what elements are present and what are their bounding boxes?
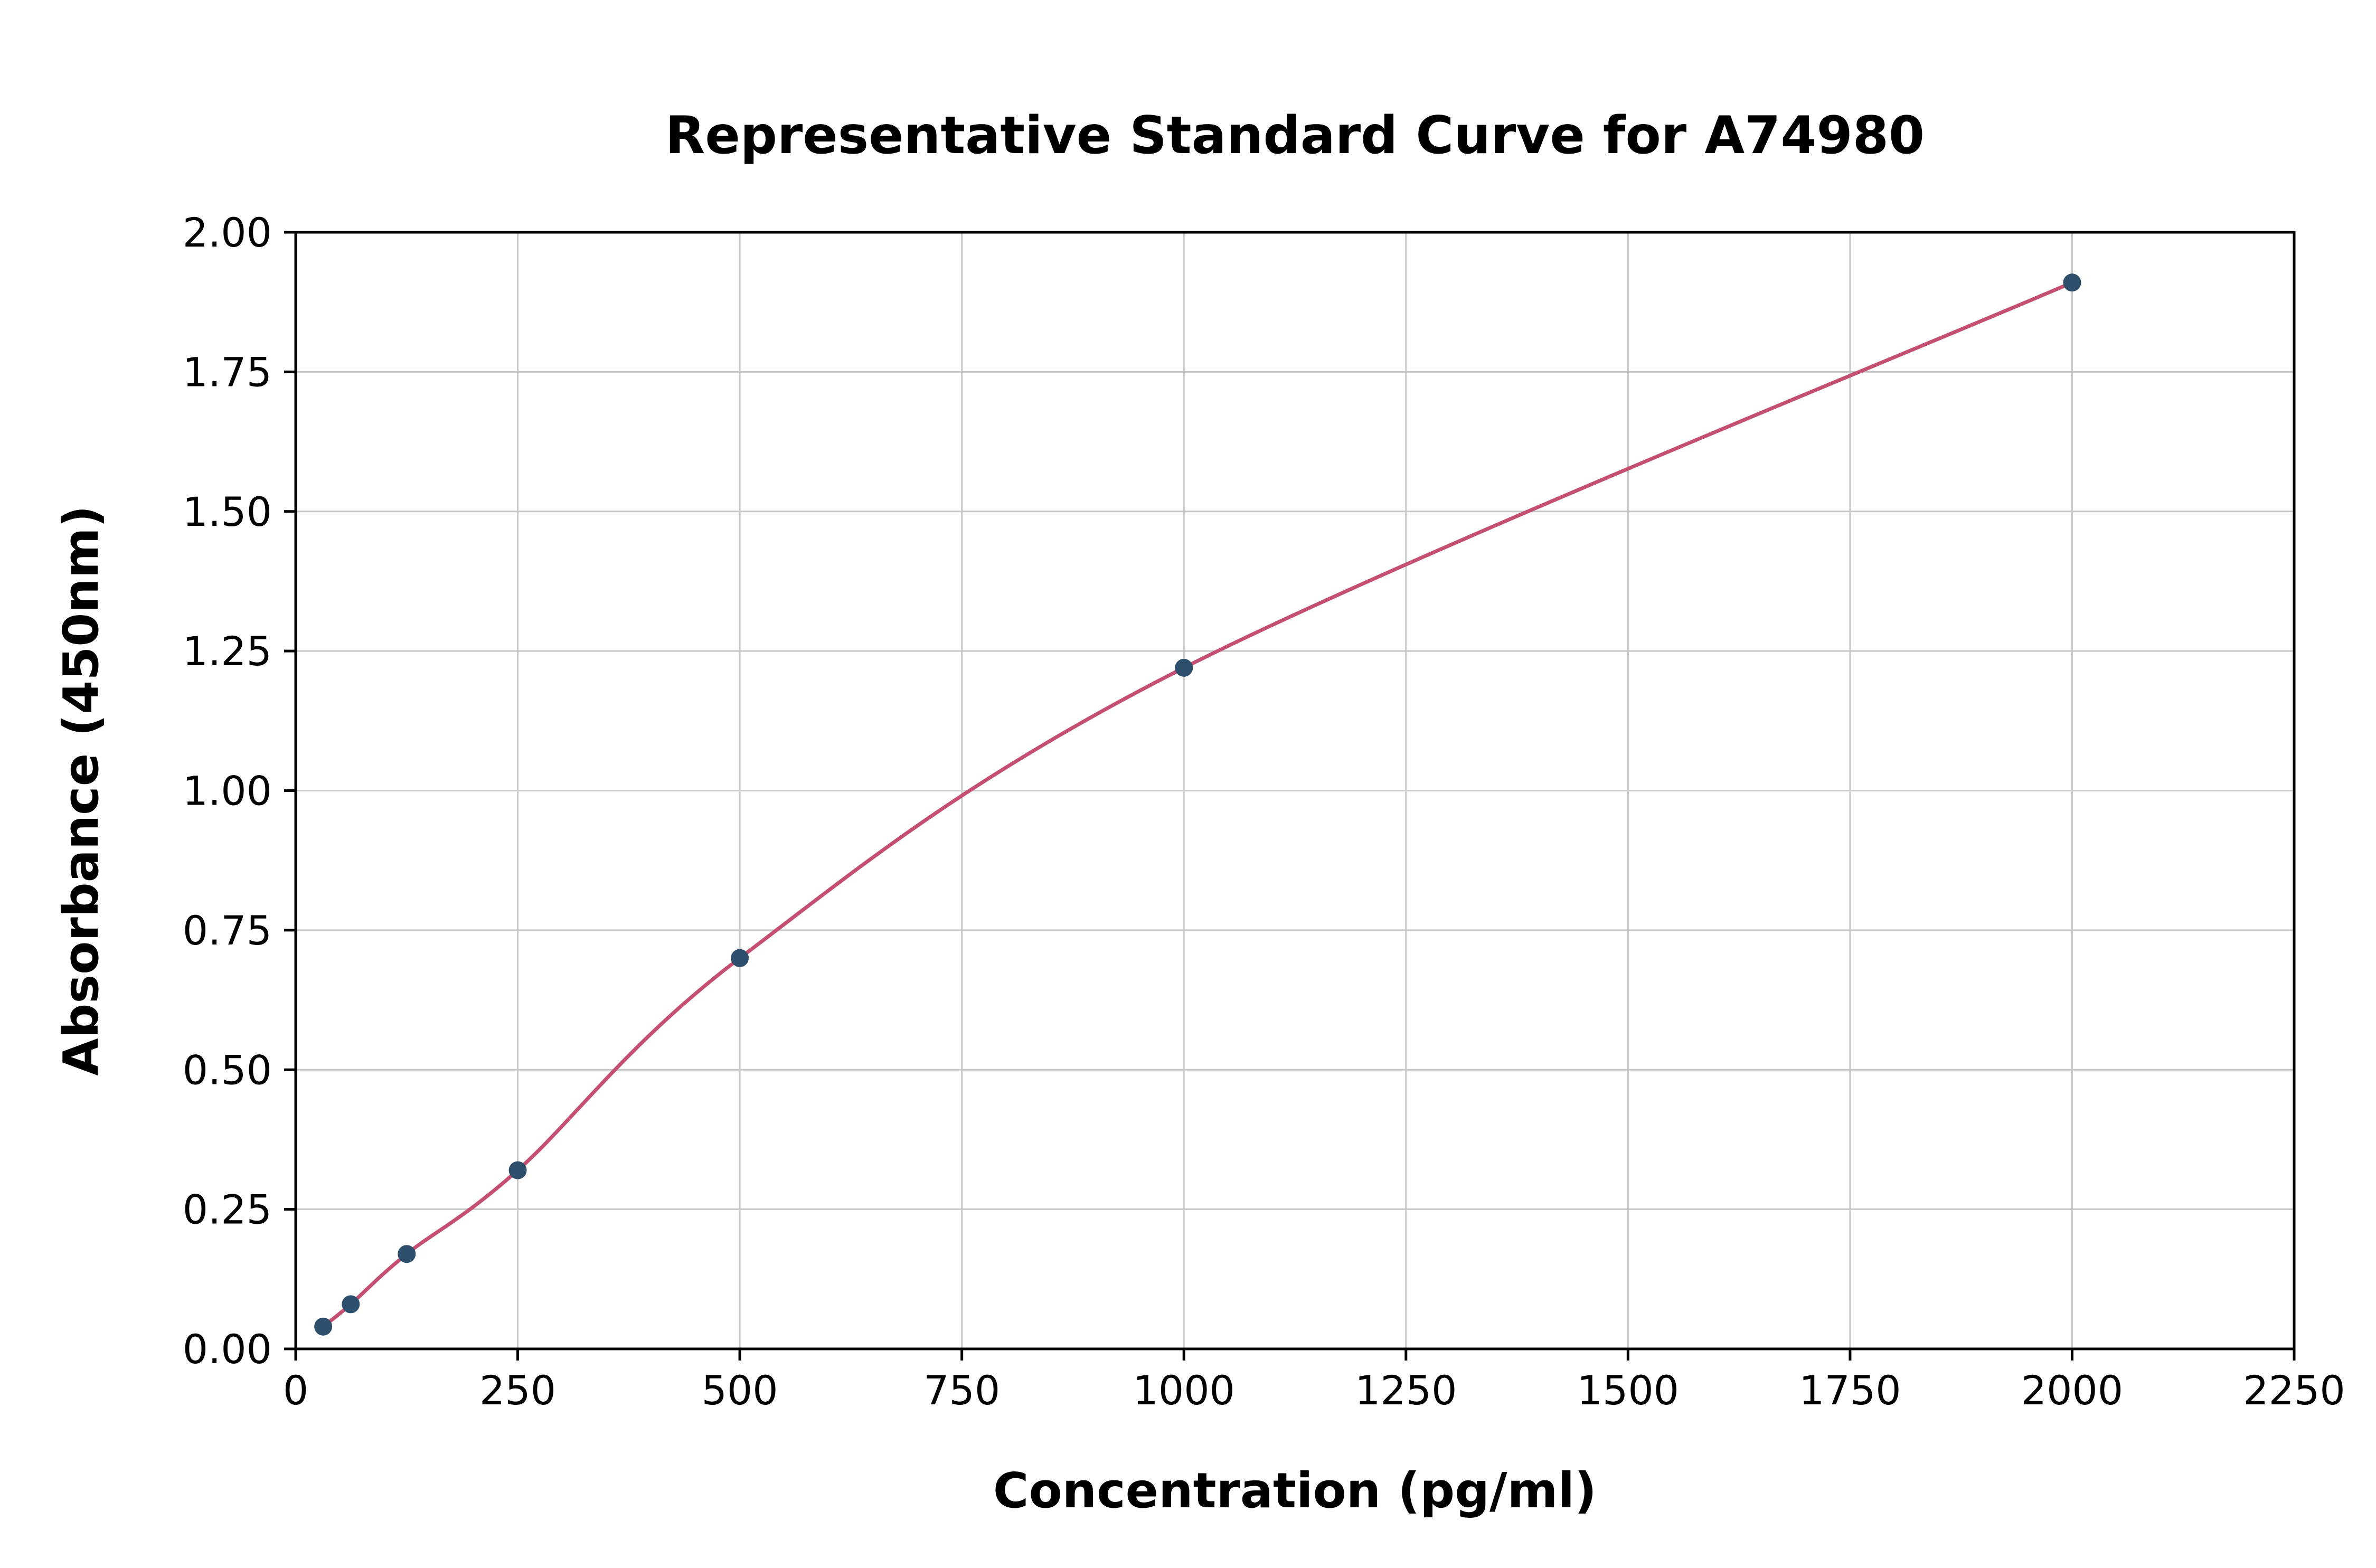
y-tick-label: 0.75 <box>183 907 272 954</box>
data-point <box>2063 273 2081 292</box>
x-tick-label: 2000 <box>2021 1367 2123 1414</box>
x-tick-label: 500 <box>702 1367 778 1414</box>
data-point <box>314 1317 333 1336</box>
tick-labels: 0 250 500 750 1000 1250 1500 1750 2000 2250 0.00 0.… <box>183 209 2345 1414</box>
x-tick-label: 0 <box>283 1367 308 1414</box>
grid <box>295 231 2295 1350</box>
chart-title: Representative Standard Curve for A74980 <box>665 106 1925 166</box>
y-tick-label: 1.00 <box>183 768 272 815</box>
y-tick-label: 1.75 <box>183 348 272 395</box>
axis-ticks <box>284 231 2296 1361</box>
y-tick-label: 2.00 <box>183 209 272 256</box>
x-tick-label: 1250 <box>1355 1367 1457 1414</box>
plot-border <box>294 231 2296 1350</box>
y-tick-label: 1.50 <box>183 488 272 535</box>
data-point <box>731 949 749 967</box>
y-tick-label: 1.25 <box>183 628 272 675</box>
y-tick-label: 0.00 <box>183 1326 272 1373</box>
y-tick-label: 0.25 <box>183 1186 272 1233</box>
x-tick-label: 1750 <box>1799 1367 1901 1414</box>
y-tick-label: 0.50 <box>183 1046 272 1093</box>
data-point <box>508 1161 527 1179</box>
fit-curve <box>321 280 2074 1329</box>
x-tick-label: 1000 <box>1133 1367 1235 1414</box>
data-point <box>1175 658 1193 677</box>
x-tick-label: 1500 <box>1577 1367 1679 1414</box>
data-series <box>314 273 2081 1336</box>
x-tick-label: 750 <box>923 1367 1000 1414</box>
data-point <box>342 1295 360 1314</box>
data-point <box>398 1245 416 1263</box>
y-axis-label: Absorbance (450nm) <box>53 505 109 1075</box>
x-axis-label: Concentration (pg/ml) <box>993 1462 1597 1519</box>
x-tick-label: 250 <box>479 1367 556 1414</box>
x-tick-label: 2250 <box>2243 1367 2345 1414</box>
